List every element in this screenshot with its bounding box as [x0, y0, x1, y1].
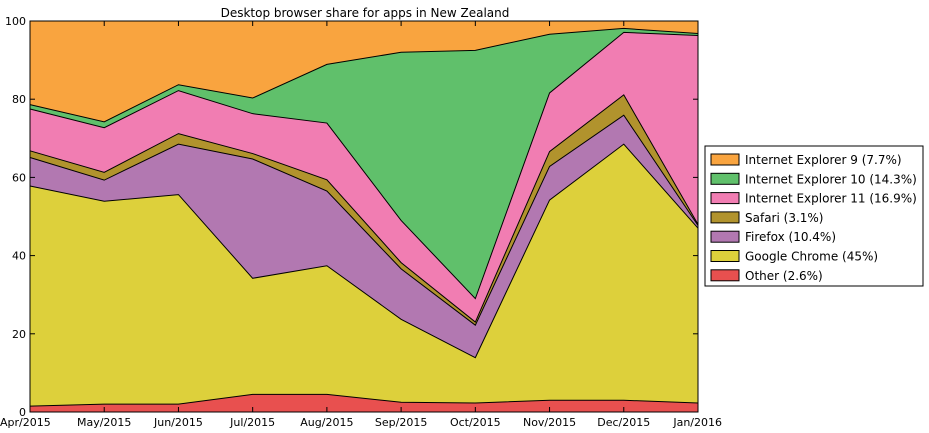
legend-swatch — [710, 172, 740, 185]
line-firefox — [29, 114, 699, 326]
area-internet-explorer-11 — [30, 32, 698, 323]
legend-entry: Internet Explorer 10 (14.3%) — [745, 172, 917, 186]
y-tick-label: 20 — [12, 328, 26, 341]
legend-swatch — [710, 192, 740, 205]
plot-frame — [29, 20, 699, 413]
stacked-areas — [30, 21, 698, 412]
area-firefox — [30, 115, 698, 358]
legend-entry: Internet Explorer 9 (7.7%) — [745, 153, 902, 167]
legend-entry: Firefox (10.4%) — [745, 230, 836, 244]
legend-swatch — [710, 250, 740, 262]
x-axis: Apr/2015 May/2015 Jun/2015 Jul/2015 Aug/2015… — [0, 21, 722, 429]
y-axis: 0 20 40 60 80 100 — [5, 15, 698, 419]
legend-entry: Safari (3.1%) — [745, 211, 823, 225]
legend-swatch — [710, 211, 740, 224]
x-tick-label: Jul/2015 — [229, 416, 275, 429]
y-tick-label: 100 — [5, 15, 26, 28]
x-tick-label: Sep/2015 — [375, 416, 427, 429]
legend-entry: Internet Explorer 11 (16.9%) — [745, 192, 917, 206]
area-internet-explorer-9 — [30, 21, 698, 122]
x-tick-label: Aug/2015 — [300, 416, 353, 429]
chart-title: Desktop browser share for apps in New Ze… — [221, 6, 510, 20]
area-safari — [30, 94, 698, 326]
y-tick-label: 60 — [12, 171, 26, 184]
area-other — [30, 394, 698, 412]
legend-swatch — [710, 153, 740, 166]
x-tick-label: May/2015 — [77, 416, 131, 429]
x-tick-label: Jan/2016 — [672, 416, 722, 429]
line-safari — [29, 94, 699, 323]
y-tick-label: 40 — [12, 250, 26, 263]
legend-entry: Google Chrome (45%) — [745, 250, 878, 264]
legend: Internet Explorer 9 (7.7%) Internet Explo… — [704, 145, 924, 287]
y-tick-label: 0 — [19, 406, 26, 419]
x-tick-label: Oct/2015 — [450, 416, 501, 429]
area-google-chrome — [30, 144, 698, 407]
legend-swatch — [710, 269, 740, 282]
y-tick-label: 80 — [12, 93, 26, 106]
legend-entry: Other (2.6%) — [745, 269, 823, 283]
legend-swatch — [710, 230, 740, 243]
x-tick-label: Dec/2015 — [597, 416, 650, 429]
line-google-chrome — [29, 143, 699, 359]
line-internet-explorer-11 — [29, 31, 699, 300]
line-internet-explorer-10 — [29, 27, 699, 123]
x-tick-label: Jun/2015 — [153, 416, 203, 429]
legend-box — [704, 145, 924, 287]
line-other — [29, 393, 699, 407]
x-tick-label: Apr/2015 — [0, 416, 51, 429]
x-tick-label: Nov/2015 — [523, 416, 576, 429]
